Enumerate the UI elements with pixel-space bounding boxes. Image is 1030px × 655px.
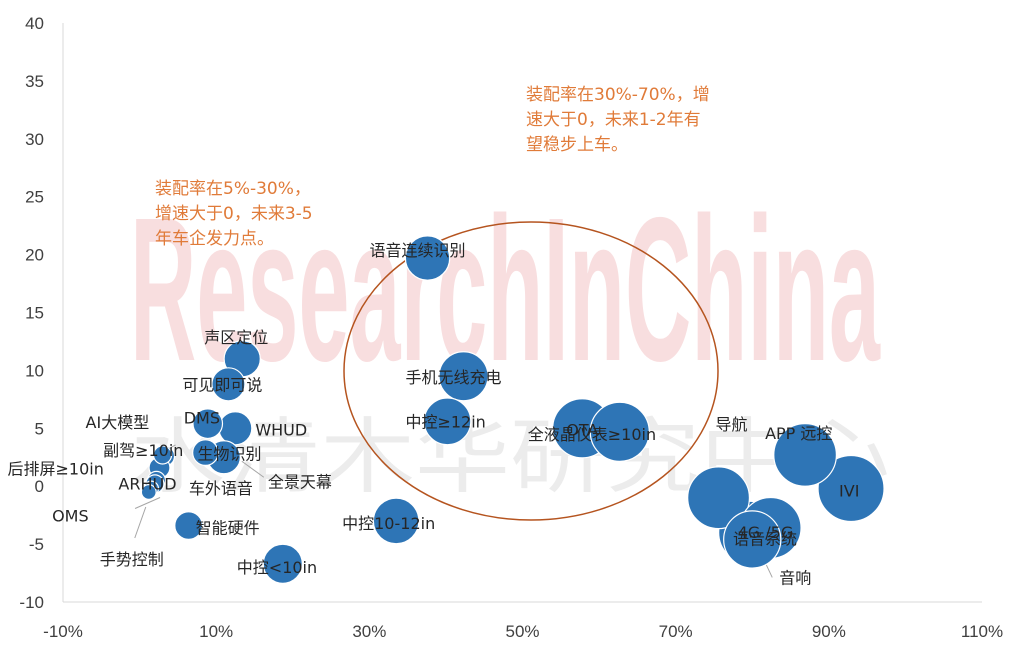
y-tick-label: 20 xyxy=(25,246,44,265)
bubble xyxy=(174,511,204,540)
leader-line xyxy=(134,497,161,509)
bubble xyxy=(152,445,173,465)
y-tick-label: -5 xyxy=(29,535,44,554)
x-tick-label: 70% xyxy=(659,622,693,641)
bubble-label: 手机无线充电 xyxy=(406,368,502,387)
y-tick-label: 10 xyxy=(25,361,44,380)
bubble-label: 全景天幕 xyxy=(268,472,332,491)
bubble-label: 智能硬件 xyxy=(196,519,260,538)
y-tick-label: 40 xyxy=(25,14,44,33)
bubble xyxy=(438,351,489,402)
bubble xyxy=(773,423,837,487)
bubble-label: ARHUD xyxy=(118,474,176,493)
x-tick-labels: -10% 10% 30% 50% 70% 90% 110% xyxy=(43,622,1003,641)
y-tick-labels: -10 -5 0 5 10 15 20 25 30 35 40 xyxy=(19,14,44,612)
bubble xyxy=(723,510,782,569)
bubble xyxy=(372,497,420,545)
bubble-label: 全液晶仪表≥10in xyxy=(528,425,656,444)
leader-line xyxy=(134,506,147,539)
bubble-label: 后排屏≥10in xyxy=(7,460,103,479)
bubble-label: 车外语音 xyxy=(189,479,253,498)
bubbles xyxy=(140,235,885,584)
bubble-label: OMS xyxy=(52,507,89,526)
bubble xyxy=(589,401,650,462)
bubble-label: 声区定位 xyxy=(204,328,268,347)
bubble-label: DMS xyxy=(184,409,220,428)
bubble xyxy=(211,367,246,402)
bubble-label: 生物识别 xyxy=(197,445,261,464)
x-tick-label: -10% xyxy=(43,622,83,641)
bubble-label: 可见即可说 xyxy=(182,375,262,394)
bubble-label: APP 远控 xyxy=(765,424,832,443)
bubble-label: 语音连续识别 xyxy=(370,241,466,260)
bubble-label: AI大模型 xyxy=(86,413,150,432)
y-tick-label: 0 xyxy=(35,477,44,496)
x-tick-label: 90% xyxy=(812,622,846,641)
bubble-label: WHUD xyxy=(255,420,307,439)
highlight-ellipse xyxy=(343,221,719,521)
y-tick-label: 35 xyxy=(25,72,44,91)
bubble-label: 副驾≥10in xyxy=(103,441,183,460)
bubble xyxy=(817,454,885,523)
y-tick-label: 5 xyxy=(35,419,44,438)
leader-line xyxy=(241,460,265,478)
bubble xyxy=(687,466,751,530)
bubble-label: 音响 xyxy=(779,568,811,587)
y-tick-label: -10 xyxy=(19,593,44,612)
bubble-label: IVI xyxy=(839,482,859,501)
svg-text:水清木华研究中心: 水清木华研究中心 xyxy=(130,410,890,505)
y-tick-label: 30 xyxy=(25,130,44,149)
bubble-label: 中控<10in xyxy=(237,558,317,577)
bubble-label: 导航 xyxy=(716,415,748,434)
bubble xyxy=(140,484,157,500)
bubble-label: 语音系统 xyxy=(733,530,797,549)
bubble xyxy=(423,397,472,446)
bubble-label: 中控10-12in xyxy=(342,514,435,533)
bubble xyxy=(192,439,219,466)
x-tick-label: 50% xyxy=(505,622,539,641)
bubble-label: 4G /5G xyxy=(738,523,794,542)
x-tick-label: 110% xyxy=(961,622,1003,641)
bubble xyxy=(404,235,451,281)
bubble-label: 中控≥12in xyxy=(405,412,485,431)
bubble-label: 手势控制 xyxy=(100,550,164,569)
bubble xyxy=(218,411,253,446)
x-tick-label: 10% xyxy=(199,622,233,641)
bubble-label: OTA xyxy=(566,420,598,439)
y-tick-label: 15 xyxy=(25,304,44,323)
bubble xyxy=(192,408,224,440)
annotation-high: 装配率在30%-70%，增 速大于0，未来1-2年有 望稳步上车。 xyxy=(526,85,710,155)
y-tick-label: 25 xyxy=(25,188,44,207)
x-tick-label: 30% xyxy=(352,622,386,641)
annotation-mid: 装配率在5%-30%， 增速大于0，未来3-5 年车企发力点。 xyxy=(155,179,313,249)
bubble xyxy=(262,543,303,584)
